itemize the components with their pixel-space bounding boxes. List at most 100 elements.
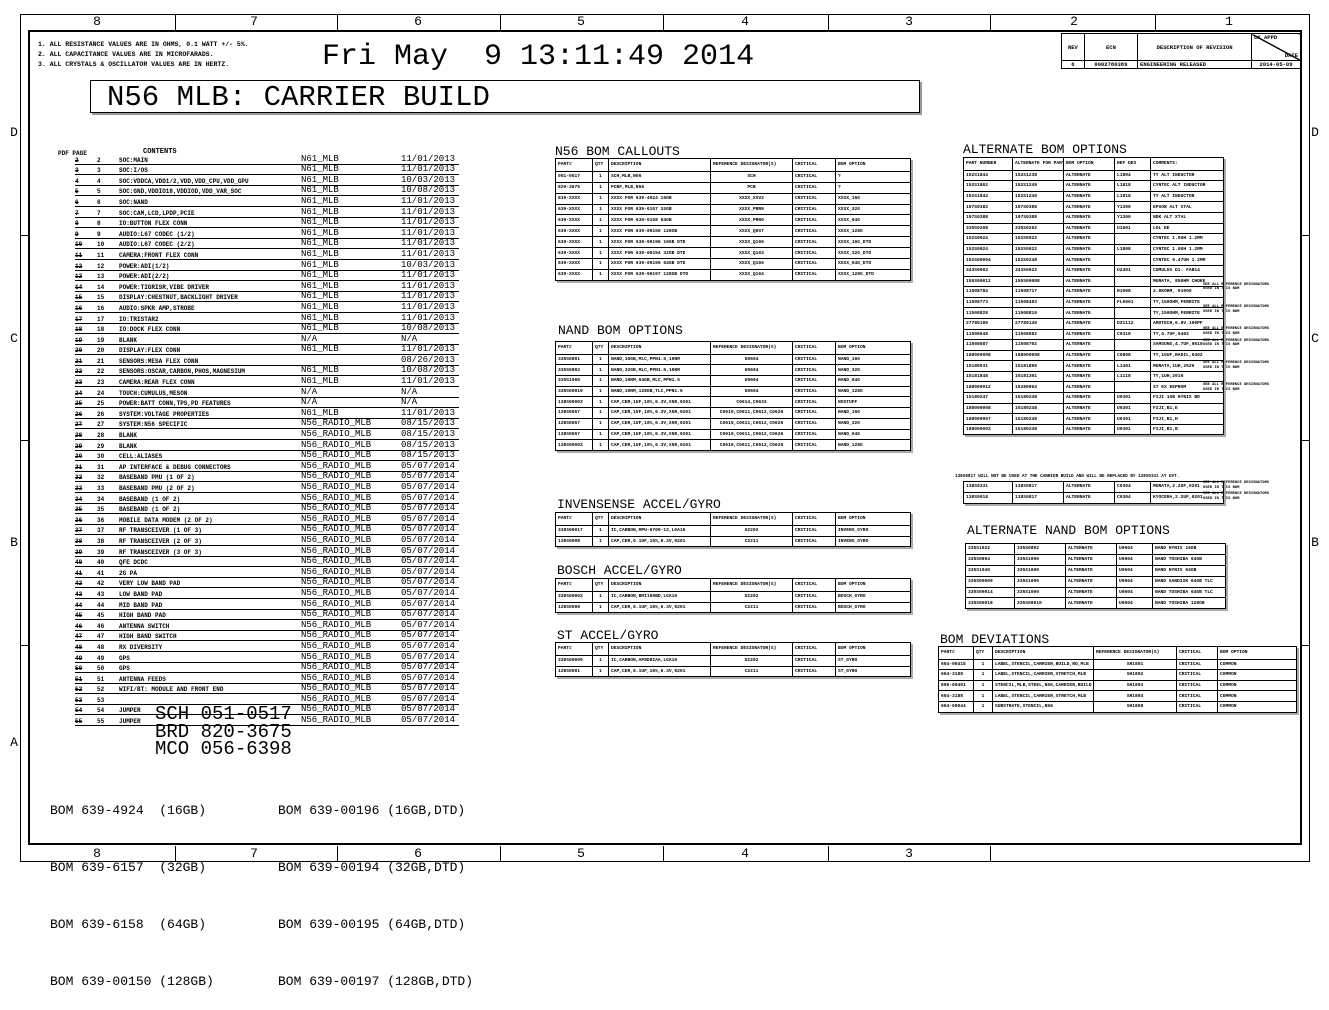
page-title: MOBILE DATA MODEM (2 OF 2) [119,516,213,524]
table-cell: 197S0388 [1012,201,1064,213]
table-cell: 2.8KOHM, 01005 [1150,286,1224,298]
table-cell: SH1804 [1093,690,1177,702]
pdf-page-number: 32 [75,474,83,482]
column-header: REFERENCE DESIGNATOR(S) [710,341,793,355]
column-header: REFERENCE DESIGNATOR(S) [710,158,793,172]
page-title: BLANK [119,442,138,450]
table-cell: 1 [973,669,993,681]
column-header: PART# [555,158,593,172]
table-row: 604-3188 1 LABEL,STENCIL,CARRIER,STRETCH,M… [938,669,1297,681]
table-cell: ALTERNATE [1063,211,1115,224]
st-title: ST ACCEL/GYRO [557,628,659,643]
revision-date: 10/03/2013 [401,259,456,270]
table-cell: CRITICAL [792,170,836,183]
sch-number: SCH 051-0517 [155,703,292,725]
table-cell: SUBSTRATE,STENCIL,N56 [992,700,1094,713]
table-cell: 155S00012 [963,275,1013,288]
table-row: 11508784 11508717 ALTERNATE R1008 2.8KOHM, 0… [963,286,1224,298]
table-cell: 1 [592,247,609,260]
table-cell: XXXX FOR 639-00194 32GB DTD [608,247,711,260]
table-cell: 15181848 [963,370,1013,383]
table-cell: U0301 [1114,402,1151,415]
table-cell: 820-3675 [555,181,593,194]
table-cell: ALTERNATE [1063,169,1115,182]
mlb-name: N61_MLB [301,407,339,418]
table-cell: C0304 [1114,491,1151,504]
mlb-name: N/A [301,397,318,408]
page-number: 10 [97,241,105,249]
table-cell: ALTERNATE [1063,243,1115,256]
table-cell: 1 [592,170,609,183]
zone-divider [20,440,28,441]
page-number: 3 [97,167,101,175]
mlb-name: N61_MLB [301,238,339,249]
page-number: 49 [97,654,105,662]
contents-row: 13 13 POWER:ADI(2/2) N61_MLB 11/01/2013 [75,270,459,282]
table-cell: 1 [592,268,609,281]
page-title: HIGH BAND PAD [119,612,166,620]
contents-row: 55 55 JUMPER N56_RADIO_MLB 05/07/2014 [75,715,459,727]
page-title: RF TRANSCEIVER (3 OF 3) [119,548,202,556]
table-cell: CRITICAL [792,396,836,409]
zone-label-top: 2 [1070,14,1078,29]
table-cell: CAP,CER,1UF,10%,6.3V,X5R,0201 [608,428,711,441]
contents-row: 4 4 SOC:VDDCA,VDD1/2,VDD,VDD_CPU,VDD_GPU N6… [75,175,459,186]
table-cell: NAND SANDISK 64GB TLC [1152,575,1226,588]
table-cell: C0610,C0611,C0612,C0626 [710,417,793,430]
column-header: ALTERNATE FOR PART NUMBER [1012,157,1064,171]
table-cell: XXXX_Q163 [710,247,793,260]
zone-label-bottom: 4 [741,846,749,861]
table-cell: 11508810 [1012,307,1064,319]
table-cell: CRITICAL [792,601,836,614]
table-cell: FIJI 1GB HYNIX BD [1150,392,1224,404]
table-cell: 15181301 [1012,370,1064,383]
table-cell: ALTERNATE [1063,381,1115,394]
revision-date: 10/08/2013 [401,365,456,376]
column-header: PART# [555,341,593,355]
pdf-page-number: 19 [75,336,83,344]
revision-date: 11/01/2013 [401,376,456,387]
table-cell: PCBF,MLB,N56 [608,181,711,194]
zone-label-left: D [10,125,18,140]
zone-divider [1155,14,1156,30]
description-header: DESCRIPTION OF REVISION [1137,33,1253,61]
table-cell: CRITICAL [792,665,836,678]
zone-label-bottom: 3 [905,846,913,861]
mlb-name: N61_MLB [301,291,339,302]
table-cell: IC,CARBON,MPU-6700-12,LGA16 [608,524,711,537]
mlb-name: N61_MLB [301,344,339,355]
page-title: RX DIVERSITY [119,643,163,651]
table-cell: AMOTECH,6.8V,100PF [1150,317,1224,330]
column-header: REFERENCE DESIGNATOR(S) [710,512,793,526]
contents-row: 32 32 BASEBAND PMU (1 OF 2) N56_RADIO_MLB 05… [75,471,459,483]
table-row: 188000007 15180248 ALTERNATE U0301 FIJI,B1,H [963,413,1224,425]
column-header: CRITICAL [792,578,836,592]
table-cell [1114,233,1151,245]
table-row: 335S0894 335S1000 ALTERNATE U0604 NAND TOSHI… [965,553,1226,566]
table-row: 27780180 27780140 ALTERNATE DZ1112 AMOTECH,6… [963,317,1224,330]
table-cell: 188000012 [963,381,1013,394]
table-header-row: PART# QTY DESCRIPTION REFERENCE DESIGNATOR(… [555,158,911,172]
zone-label-right: B [1311,535,1319,550]
pdf-page-number: 46 [75,622,83,630]
page-title: BASEBAND PMU (1 OF 2) [119,474,195,482]
mlb-name: N56_RADIO_MLB [301,482,372,492]
revision-date: 08/26/2013 [401,354,456,365]
page-number: 24 [97,389,105,397]
revision-date: 05/07/2014 [401,460,456,471]
zone-label-bottom: 7 [250,846,258,861]
table-cell [1114,381,1151,394]
page-number: 33 [97,485,105,492]
pdf-page-number: 12 [75,262,83,270]
table-cell: C2211 [710,665,793,678]
table-cell: NOSTUFF [835,396,911,409]
zone-label-bottom: 8 [93,846,101,861]
page-number: 47 [97,633,105,641]
table-cell: 335S0202 [1012,222,1064,235]
table-cell: 1 [592,601,609,614]
column-header: QTY [592,578,609,592]
table-cell: 639-XXXX [555,268,593,281]
table-cell: ALTERNATE [1063,491,1115,504]
mlb-name: N56_RADIO_MLB [301,683,372,694]
page-number: 12 [97,262,105,270]
